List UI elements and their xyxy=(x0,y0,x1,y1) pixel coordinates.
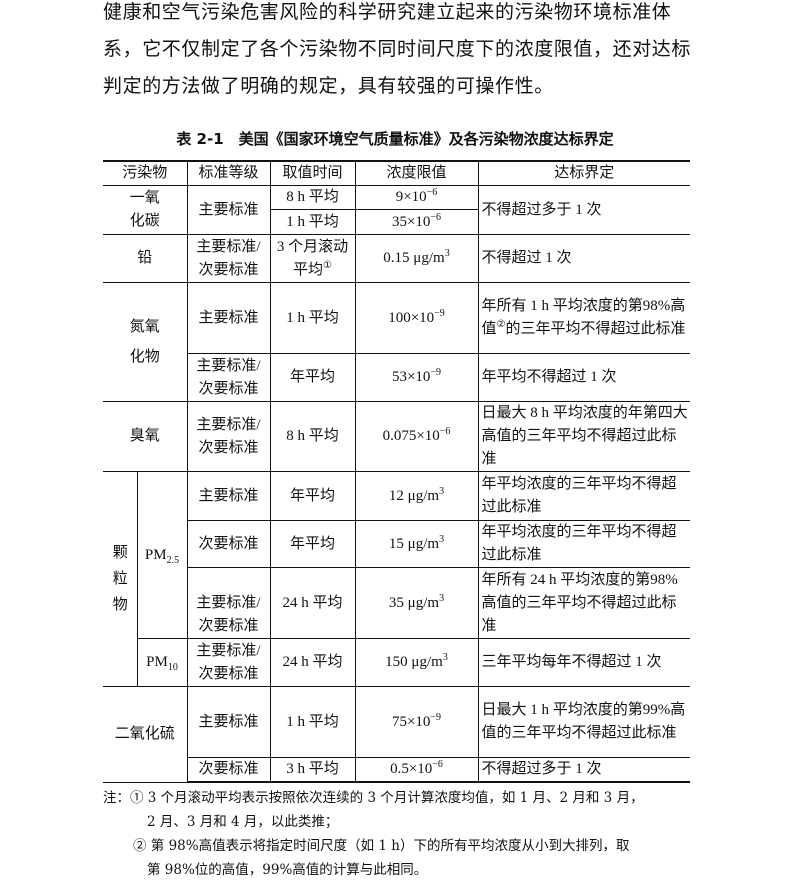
grade: 主要标准/次要标准 xyxy=(187,567,271,639)
time: 年平均 xyxy=(269,520,356,568)
time: 24 h 平均 xyxy=(269,567,356,639)
time: 年平均 xyxy=(269,353,356,402)
limit: 12 μg/m3 xyxy=(354,471,479,521)
header-time: 取值时间 xyxy=(269,160,356,186)
limit: 0.075×10−6 xyxy=(354,401,479,472)
limit: 35×10−6 xyxy=(354,209,478,235)
pollutant-co: 一氧化碳 xyxy=(103,185,188,235)
table-row: PM10 主要标准/次要标准 24 h 平均 150 μg/m3 三年平均每年不… xyxy=(103,638,690,687)
limit: 0.5×10−6 xyxy=(354,757,479,783)
time: 8 h 平均 xyxy=(269,401,356,472)
limit: 53×10−9 xyxy=(354,353,479,402)
grade: 次要标准 xyxy=(187,520,271,568)
limit: 75×10−9 xyxy=(354,686,479,758)
limit: 9×10−6 xyxy=(354,185,479,210)
limit: 15 μg/m3 xyxy=(354,520,479,568)
table-row: 主要标准/次要标准 24 h 平均 35 μg/m3 年所有 24 h 平均浓度… xyxy=(103,567,690,639)
criteria: 年平均不得超过 1 次 xyxy=(477,353,690,402)
header-pollutant: 污染物 xyxy=(103,160,188,186)
limit: 150 μg/m3 xyxy=(354,638,479,687)
criteria: 年平均浓度的三年平均不得超过此标准 xyxy=(477,520,690,568)
header-criteria: 达标界定 xyxy=(477,160,690,186)
table-row: 二氧化硫 主要标准 1 h 平均 75×10−9 日最大 1 h 平均浓度的第9… xyxy=(103,686,690,783)
pollutant-so2: 二氧化硫 xyxy=(103,686,188,783)
criteria: 日最大 8 h 平均浓度的年第四大高值的三年平均不得超过此标准 xyxy=(477,401,690,472)
note-2: ② 第 98%高值表示将指定时间尺度（如 1 h）下的所有平均浓度从小到大排列，… xyxy=(133,838,630,854)
pollutant-pm: 颗粒物 xyxy=(103,471,138,687)
limit: 100×10−9 xyxy=(354,282,479,354)
grade: 次要标准 xyxy=(187,757,271,783)
time: 年平均 xyxy=(269,471,356,521)
grade: 主要标准 xyxy=(186,686,271,758)
criteria: 年所有 1 h 平均浓度的第98%高值②的三年平均不得超过此标准 xyxy=(477,282,690,354)
standards-table: 污染物 标准等级 取值时间 浓度限值 达标界定 一氧化碳 主要标准 8 h 平均… xyxy=(103,160,690,783)
note-1-cont: 2 月、3 月和 4 月，以此类推； xyxy=(147,814,339,830)
limit: 35 μg/m3 xyxy=(354,567,479,639)
pollutant-lead: 铅 xyxy=(103,234,188,283)
pm25-label: PM2.5 xyxy=(136,471,188,639)
grade: 主要标准 xyxy=(186,185,271,235)
note-1: 注：① 3 个月滚动平均表示按照依次连续的 3 个月计算浓度均值，如 1 月、2… xyxy=(103,790,644,806)
grade: 主要标准 xyxy=(186,282,271,354)
time: 1 h 平均 xyxy=(269,282,356,354)
table-row: 一氧化碳 主要标准 8 h 平均 9×10−6 不得超过多于 1 次 xyxy=(103,185,690,235)
table-row: 臭氧 主要标准/次要标准 8 h 平均 0.075×10−6 日最大 8 h 平… xyxy=(103,401,690,472)
table-title: 表 2-1 美国《国家环境空气质量标准》及各污染物浓度达标界定 xyxy=(176,130,614,148)
table-row: 颗粒物 PM2.5 主要标准 年平均 12 μg/m3 年平均浓度的三年平均不得… xyxy=(103,471,690,687)
time: 3 h 平均 xyxy=(269,757,356,783)
time: 3 个月滚动平均① xyxy=(269,234,356,283)
grade: 主要标准 xyxy=(186,471,271,521)
intro-paragraph: 健康和空气污染危害风险的科学研究建立起来的污染物环境标准体系，它不仅制定了各个污… xyxy=(103,1,692,97)
grade: 主要标准/次要标准 xyxy=(186,638,271,687)
pollutant-ozone: 臭氧 xyxy=(103,401,188,472)
table-header-row: 污染物 标准等级 取值时间 浓度限值 达标界定 xyxy=(103,160,690,186)
criteria: 年所有 24 h 平均浓度的第98%高值的三年平均不得超过此标准 xyxy=(477,567,690,639)
pm10-label: PM10 xyxy=(137,638,188,687)
header-limit: 浓度限值 xyxy=(354,160,479,186)
table-row: 次要标准 3 h 平均 0.5×10−6 不得超过多于 1 次 xyxy=(103,757,690,783)
table-row: 1 h 平均 35×10−6 xyxy=(103,209,690,235)
table-row: 氮氧化物 主要标准 1 h 平均 100×10−9 年所有 1 h 平均浓度的第… xyxy=(103,282,690,402)
criteria: 不得超过多于 1 次 xyxy=(477,185,690,235)
time: 1 h 平均 xyxy=(269,686,356,758)
limit: 0.15 μg/m3 xyxy=(354,234,479,283)
criteria: 日最大 1 h 平均浓度的第99%高值的三年平均不得超过此标准 xyxy=(477,686,690,758)
table-row: 铅 主要标准/次要标准 3 个月滚动平均① 0.15 μg/m3 不得超过 1 … xyxy=(103,234,690,283)
header-grade: 标准等级 xyxy=(186,160,271,186)
criteria: 不得超过 1 次 xyxy=(477,234,690,283)
criteria: 不得超过多于 1 次 xyxy=(477,757,690,783)
table-row: 主要标准/次要标准 年平均 53×10−9 年平均不得超过 1 次 xyxy=(103,353,690,402)
grade: 主要标准/次要标准 xyxy=(186,401,271,472)
pollutant-nox: 氮氧化物 xyxy=(103,282,188,402)
note-2-cont: 第 98%位的高值，99%高值的计算与此相同。 xyxy=(147,862,428,878)
table-notes: 注：① 3 个月滚动平均表示按照依次连续的 3 个月计算浓度均值，如 1 月、2… xyxy=(103,786,703,882)
criteria: 三年平均每年不得超过 1 次 xyxy=(477,638,690,687)
grade: 主要标准/次要标准 xyxy=(187,353,271,402)
grade: 主要标准/次要标准 xyxy=(186,234,271,283)
time: 1 h 平均 xyxy=(270,209,356,235)
table-row: 次要标准 年平均 15 μg/m3 年平均浓度的三年平均不得超过此标准 xyxy=(103,520,690,568)
time: 8 h 平均 xyxy=(269,185,356,210)
criteria: 年平均浓度的三年平均不得超过此标准 xyxy=(477,471,690,521)
time: 24 h 平均 xyxy=(269,638,356,687)
